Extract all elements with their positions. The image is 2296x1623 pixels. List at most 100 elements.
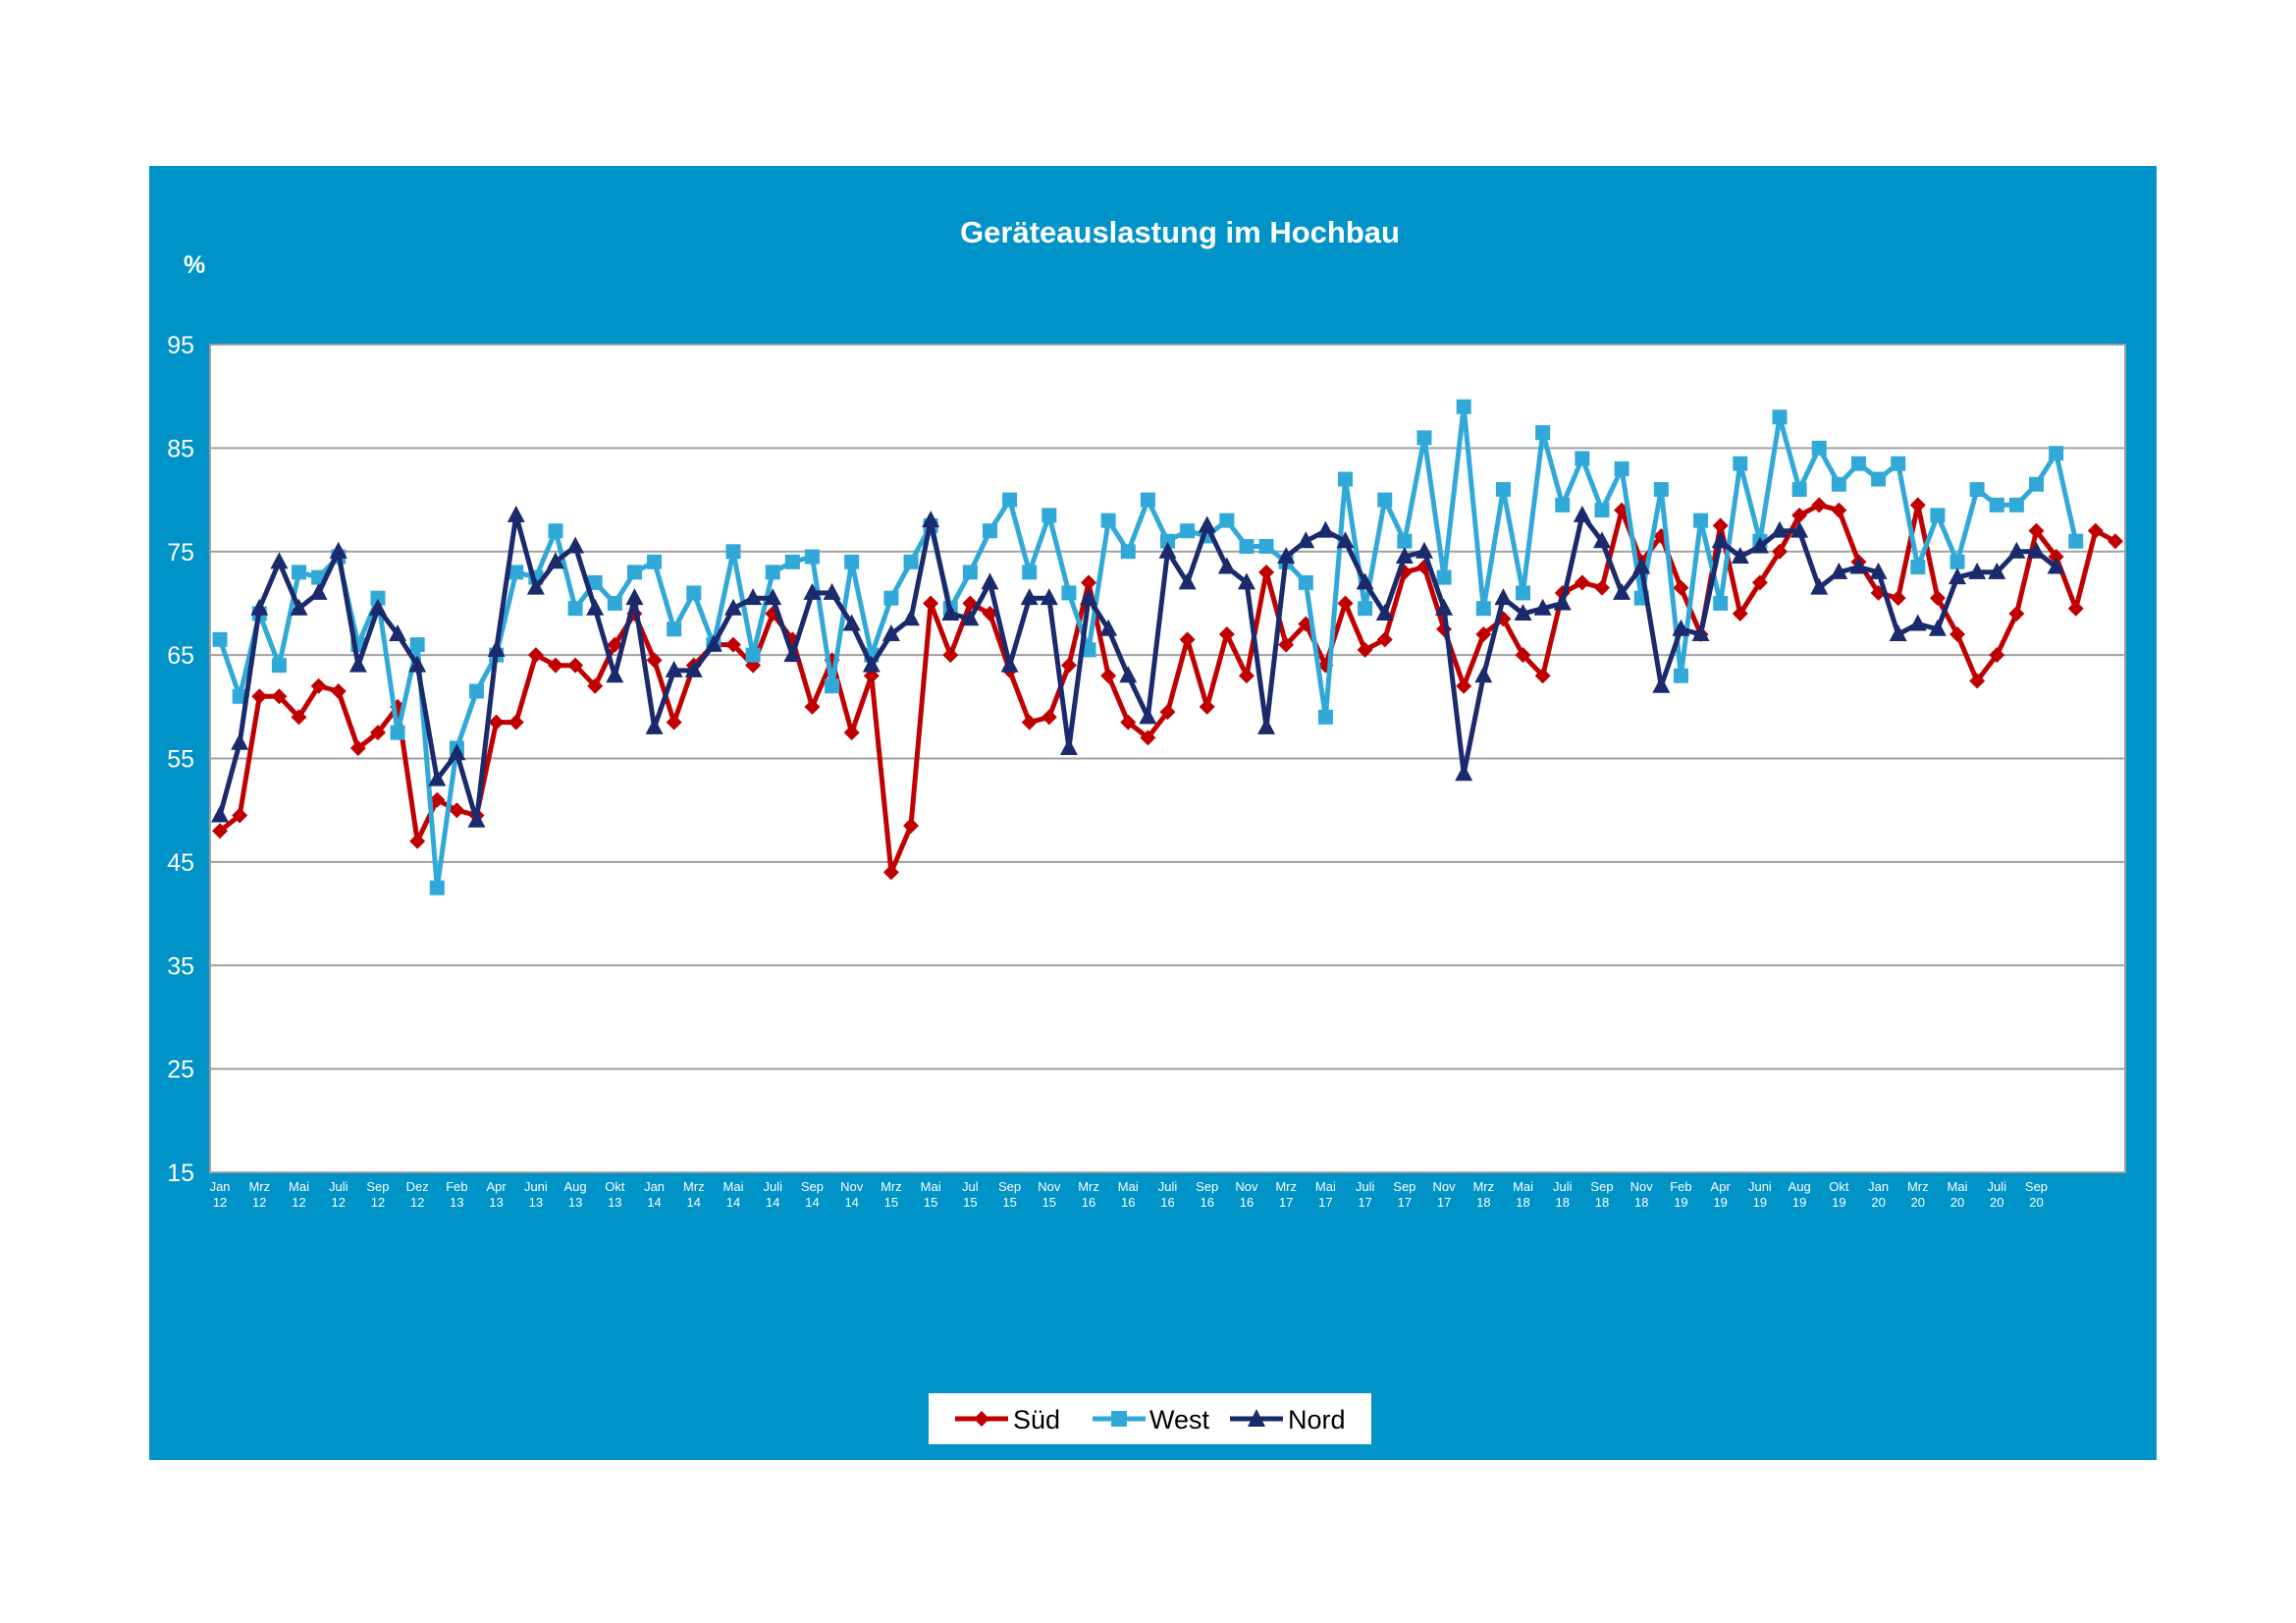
x-tick-label: Juni xyxy=(1748,1179,1772,1194)
data-point-nord xyxy=(487,639,506,657)
data-point-west xyxy=(1475,601,1491,617)
x-tick-label: 17 xyxy=(1279,1195,1293,1210)
data-point-nord xyxy=(586,598,605,616)
data-point-nord xyxy=(1830,562,1848,579)
data-point-west xyxy=(390,725,405,740)
data-point-west xyxy=(1673,668,1688,683)
x-tick-label: Aug xyxy=(1789,1179,1811,1194)
x-tick-label: Apr xyxy=(1711,1179,1732,1194)
data-point-nord xyxy=(2007,541,2026,559)
x-tick-label: 16 xyxy=(1082,1195,1095,1210)
data-point-west xyxy=(429,880,445,895)
data-point-nord xyxy=(645,717,664,734)
data-point-nord xyxy=(961,609,980,626)
data-point-sued xyxy=(765,605,781,622)
data-point-nord xyxy=(1178,572,1197,590)
data-point-nord xyxy=(1277,547,1296,565)
data-point-nord xyxy=(1672,619,1690,636)
data-point-nord xyxy=(823,582,841,600)
data-point-west xyxy=(1772,409,1788,425)
data-point-west xyxy=(883,590,899,606)
data-point-nord xyxy=(902,609,921,626)
data-point-sued xyxy=(1475,626,1492,643)
data-point-west xyxy=(1239,538,1255,554)
line-chart: Geräteauslastung im Hochbau % 95 85 75 65 55… xyxy=(167,215,2126,1444)
data-point-sued xyxy=(527,647,544,664)
x-tick-label: Sep xyxy=(1393,1179,1415,1194)
x-tick-label: 13 xyxy=(450,1195,463,1210)
data-point-west xyxy=(1022,565,1038,580)
data-point-west xyxy=(607,595,622,611)
data-point-nord xyxy=(309,582,328,600)
data-point-west xyxy=(903,554,919,569)
y-tick-label: 65 xyxy=(167,642,194,670)
data-point-west xyxy=(1791,482,1807,498)
data-point-west xyxy=(1258,538,1274,554)
x-tick-labels: Jan12Mrz12Mai12Juli12Sep12Dez12Feb13Apr1… xyxy=(210,1179,2048,1210)
data-point-sued xyxy=(1258,564,1275,580)
x-tick-label: 12 xyxy=(213,1195,227,1210)
data-point-west xyxy=(212,631,228,647)
data-point-nord xyxy=(507,505,525,522)
data-point-nord xyxy=(744,588,763,606)
data-point-nord xyxy=(842,614,861,631)
x-tick-label: 13 xyxy=(529,1195,543,1210)
x-tick-label: 20 xyxy=(1911,1195,1925,1210)
data-point-sued xyxy=(666,714,682,730)
data-point-sued xyxy=(804,698,821,715)
x-tick-label: Mrz xyxy=(1078,1179,1099,1194)
data-point-nord xyxy=(389,624,407,642)
data-point-nord xyxy=(1237,572,1255,590)
data-point-nord xyxy=(1514,603,1532,621)
data-point-sued xyxy=(2028,522,2045,539)
data-point-nord xyxy=(1632,557,1651,574)
data-point-sued xyxy=(607,636,623,653)
data-point-nord xyxy=(981,572,999,590)
data-point-sued xyxy=(251,688,268,705)
x-tick-label: Juli xyxy=(1553,1179,1573,1194)
data-point-west xyxy=(626,565,642,580)
data-point-sued xyxy=(745,657,762,674)
data-point-nord xyxy=(1790,520,1809,538)
data-point-west xyxy=(1594,503,1610,518)
data-point-nord xyxy=(329,541,347,559)
data-point-nord xyxy=(1020,588,1039,606)
data-point-nord xyxy=(211,805,230,823)
x-tick-label: Mrz xyxy=(1472,1179,1494,1194)
y-axis-label: % xyxy=(184,251,205,279)
x-tick-label: Juli xyxy=(329,1179,348,1194)
data-point-nord xyxy=(408,655,427,673)
data-point-nord xyxy=(1435,598,1454,616)
data-point-nord xyxy=(922,511,940,528)
x-tick-label: Juni xyxy=(524,1179,548,1194)
data-point-nord xyxy=(1968,562,1987,579)
y-tick-label: 25 xyxy=(167,1056,194,1084)
data-point-west xyxy=(686,585,702,601)
chart-frame: Geräteauslastung im Hochbau % 95 85 75 65 55… xyxy=(149,166,2157,1460)
x-tick-label: 19 xyxy=(1674,1195,1687,1210)
data-point-west xyxy=(1614,460,1629,476)
data-point-nord xyxy=(1592,531,1611,549)
data-point-sued xyxy=(2067,600,2084,617)
data-point-west xyxy=(1535,425,1551,441)
data-point-sued xyxy=(310,677,327,694)
x-tick-label: 12 xyxy=(252,1195,266,1210)
x-tick-label: Nov xyxy=(1038,1179,1061,1194)
x-tick-label: Mrz xyxy=(1275,1179,1297,1194)
data-point-nord xyxy=(1217,557,1236,574)
data-point-west xyxy=(1081,642,1096,658)
x-tick-label: Sep xyxy=(998,1179,1021,1194)
y-tick-label: 75 xyxy=(167,539,194,567)
series-sued xyxy=(212,497,2123,881)
data-point-sued xyxy=(1673,579,1689,596)
data-point-west xyxy=(1061,585,1077,601)
data-point-nord xyxy=(1257,717,1276,734)
data-point-west xyxy=(667,622,682,637)
data-point-west xyxy=(1456,399,1471,414)
x-tick-label: Feb xyxy=(1670,1179,1691,1194)
x-tick-label: Mrz xyxy=(248,1179,270,1194)
data-point-sued xyxy=(1791,507,1808,523)
data-point-west xyxy=(587,574,603,590)
data-point-west xyxy=(647,554,663,569)
data-point-sued xyxy=(349,739,366,756)
